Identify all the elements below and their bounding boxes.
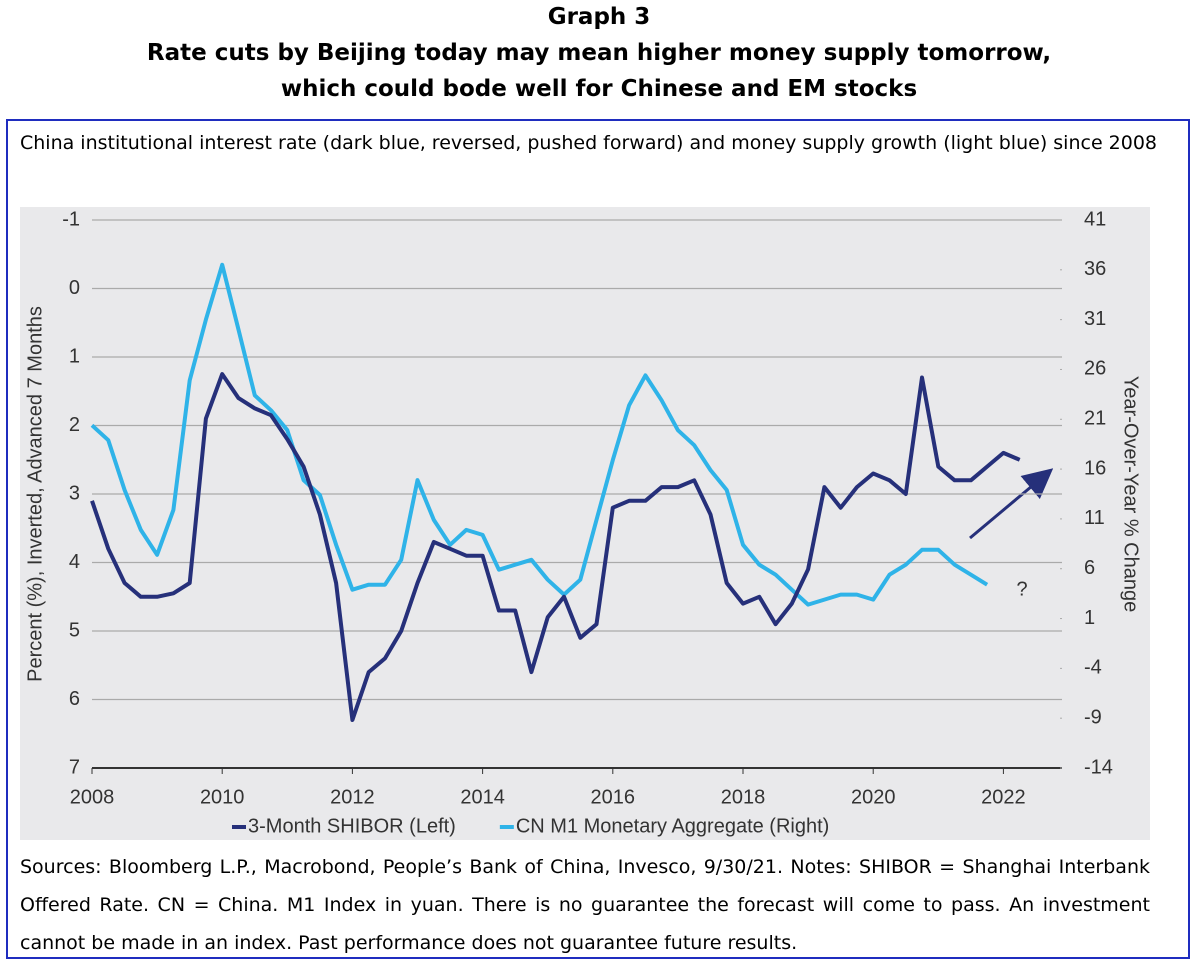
x-tick-label: 2018 [721, 786, 766, 808]
y2-tick-label: 6 [1084, 557, 1095, 579]
x-tick-label: 2014 [460, 786, 505, 808]
y-tick-label: -1 [62, 208, 80, 230]
y-tick-label: 7 [69, 756, 80, 778]
graph-label: Graph 3 [547, 4, 651, 30]
y2-tick-label: 16 [1084, 457, 1106, 479]
x-tick-label: 2008 [70, 786, 115, 808]
title-line: which could bode well for Chinese and EM… [280, 76, 918, 102]
y2-tick-label: 26 [1084, 358, 1106, 380]
y2-tick-label: -4 [1084, 657, 1102, 679]
y2-tick-label: 21 [1084, 408, 1106, 430]
trend-arrow [969, 468, 1054, 540]
y2-tick-label: 11 [1084, 507, 1105, 529]
title-line: Rate cuts by Beijing today may mean high… [146, 40, 1052, 66]
annotation: ? [1016, 578, 1027, 600]
y2-axis-label: Year-Over-Year % Change [1120, 376, 1142, 612]
x-tick-label: 2012 [330, 786, 375, 808]
y-tick-label: 1 [69, 345, 80, 367]
y-tick-label: 6 [69, 688, 80, 710]
x-tick-label: 2020 [851, 786, 896, 808]
y2-tick-label: -14 [1084, 756, 1113, 778]
sources: Sources: Bloomberg L.P., Macrobond, Peop… [20, 856, 1150, 954]
plot-background [20, 207, 1150, 840]
y-axis-label: Percent (%), Inverted, Advanced 7 Months [24, 306, 46, 682]
y2-tick-label: -9 [1084, 706, 1102, 728]
series-line [90, 372, 1021, 722]
y-tick-label: 2 [69, 414, 80, 436]
y-tick-label: 4 [69, 551, 80, 573]
y2-tick-label: 36 [1084, 258, 1106, 280]
y2-tick-label: 1 [1084, 607, 1095, 629]
subtitle: China institutional interest rate (dark … [20, 132, 1158, 154]
y2-tick-label: 41 [1084, 208, 1106, 230]
y2-tick-label: 31 [1084, 308, 1106, 330]
frame [6, 119, 1190, 959]
y-tick-label: 5 [69, 619, 80, 641]
y-tick-label: 0 [69, 277, 80, 299]
x-tick-label: 2022 [981, 786, 1026, 808]
legend-label: CN M1 Monetary Aggregate (Right) [516, 815, 829, 837]
series-line [90, 262, 989, 607]
x-tick-label: 2016 [591, 786, 636, 808]
legend-label: 3-Month SHIBOR (Left) [248, 815, 456, 837]
x-tick-label: 2010 [200, 786, 245, 808]
y-tick-label: 3 [69, 482, 80, 504]
